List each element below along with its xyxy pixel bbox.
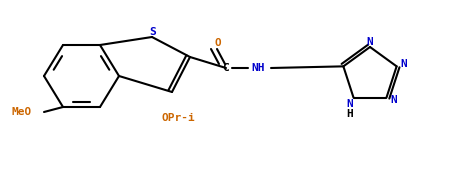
Text: N: N bbox=[366, 37, 373, 47]
Text: S: S bbox=[149, 27, 156, 37]
Text: MeO: MeO bbox=[12, 107, 32, 117]
Text: H: H bbox=[346, 109, 352, 119]
Text: N: N bbox=[389, 95, 396, 105]
Text: N: N bbox=[399, 59, 406, 69]
Text: OPr-i: OPr-i bbox=[161, 113, 195, 123]
Text: N: N bbox=[346, 99, 352, 109]
Text: C: C bbox=[222, 63, 229, 73]
Text: NH: NH bbox=[251, 63, 264, 73]
Text: O: O bbox=[214, 38, 221, 48]
